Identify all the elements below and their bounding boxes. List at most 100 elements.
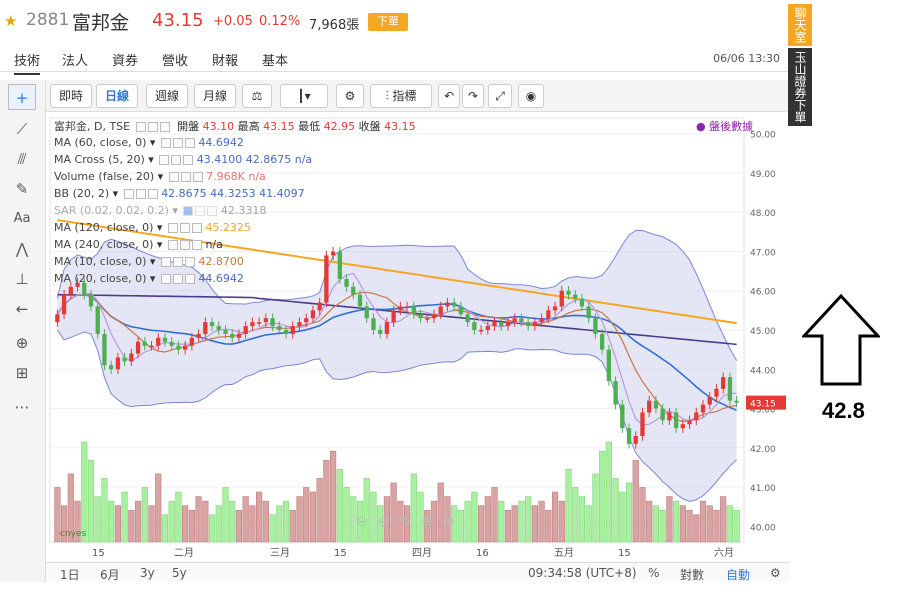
candle-body (182, 345, 188, 350)
bottom-settings-icon[interactable]: ⚙ (770, 566, 781, 580)
daily-button[interactable]: 日線 (96, 84, 138, 108)
order-button[interactable]: 下單 (368, 13, 408, 31)
zoom-in-chart-icon[interactable]: ⊕ (421, 514, 443, 530)
text-tool-icon[interactable]: Aa (13, 211, 31, 226)
chart-nav-controls[interactable]: ⊖⊖↻⊕⊕ (356, 514, 465, 530)
volume-bar (545, 509, 552, 543)
range-1d[interactable]: 1日 (60, 568, 80, 582)
volume-bar (101, 478, 108, 543)
indicator-sar[interactable]: SAR (0.02, 0.02, 0.2) ▾ 42.3318 (54, 204, 267, 217)
candle-body (687, 420, 692, 425)
indicator-ma240[interactable]: MA (240, close, 0) ▾ n/a (54, 238, 223, 251)
more-tools-icon[interactable]: ⋯ (14, 398, 30, 416)
zoom-out-icon[interactable]: ⊖ (377, 514, 400, 530)
indicator-ma-cross[interactable]: MA Cross (5, 20) ▾ 43.4100 42.8675 n/a (54, 153, 313, 166)
log-scale-toggle[interactable]: 對數 (680, 568, 705, 582)
tab-financials[interactable]: 財報 (212, 54, 239, 69)
candle-body (727, 377, 733, 401)
candle-body (270, 318, 275, 327)
candle-body (216, 326, 221, 330)
indicator-bb[interactable]: BB (20, 2) ▾ 42.8675 44.3253 41.4097 (54, 187, 305, 200)
volume-bar (256, 491, 263, 543)
candle-body (734, 400, 739, 403)
crosshair-icon[interactable]: + (8, 84, 36, 110)
y-tick-label: 50.00 (750, 131, 776, 141)
candle-body (223, 330, 228, 334)
indicator-ma60[interactable]: MA (60, close, 0) ▾ 44.6942 (54, 136, 244, 149)
volume-bar (612, 478, 619, 543)
candle-body (344, 278, 349, 287)
chart-type-icon[interactable]: ┃▾ (280, 84, 328, 108)
undo-icon[interactable]: ↶ (438, 84, 460, 108)
x-tick-label: 三月 (270, 547, 290, 559)
weekly-button[interactable]: 週線 (146, 84, 188, 108)
camera-icon[interactable]: ◉ (518, 84, 544, 108)
range-6m[interactable]: 6月 (100, 568, 120, 582)
indicator-ma20[interactable]: MA (20, close, 0) ▾ 44.6942 (54, 272, 244, 285)
indicator-ma10[interactable]: MA (10, close, 0) ▾ 42.8700 (54, 255, 244, 268)
quote-datetime: 06/06 13:30 (713, 52, 780, 65)
candle-body (149, 345, 154, 348)
indicators-icon: ⫶ (385, 89, 393, 103)
indicators-button[interactable]: ⫶ 指標 (370, 84, 432, 108)
tab-margin[interactable]: 資券 (112, 54, 139, 69)
y-tick-label: 44.00 (750, 366, 776, 376)
fib-tool-icon[interactable]: ⫻ (17, 150, 27, 168)
zoom-in-icon[interactable]: ⊕ (15, 334, 29, 352)
candle-body (525, 322, 531, 327)
volume-bar (195, 496, 202, 543)
indicator-ma120[interactable]: MA (120, close, 0) ▾ 45.2325 (54, 221, 251, 234)
volume-bar (713, 509, 720, 543)
candle-body (452, 302, 457, 307)
intraday-button[interactable]: 即時 (50, 84, 92, 108)
tab-revenue[interactable]: 營收 (162, 54, 189, 69)
settings-gear-icon[interactable]: ⚙ (336, 84, 364, 108)
pattern-tool-icon[interactable]: ⋀ (15, 240, 29, 258)
price-chart[interactable]: 50.00 49.00 48.00 47.00 46.00 45.00 44.00 43.00… (46, 112, 790, 564)
drawing-tools-sidebar: + ⟋ ⫻ ✎ Aa ⋀ ⊥ ← ⊕ ⊞ ⋯ (0, 80, 46, 582)
candle-body (209, 322, 215, 327)
chat-room-button[interactable]: 聊天室 (788, 4, 812, 46)
low-value: 42.95 (323, 120, 356, 133)
volume-bar (296, 496, 303, 543)
last-price-label: 43.15 (750, 400, 776, 410)
brush-icon[interactable]: ✎ (15, 180, 29, 198)
y-tick-label: 46.00 (750, 288, 776, 298)
volume-bar (585, 505, 592, 543)
scroll-right-icon[interactable]: ⊕ (442, 514, 465, 530)
trend-line-icon[interactable]: ⟋ (16, 120, 28, 138)
redo-icon[interactable]: ↷ (462, 84, 484, 108)
favorite-star-icon[interactable]: ★ (4, 12, 18, 30)
after-hours-data[interactable]: ● 盤後數據 (696, 120, 754, 133)
candle-body (519, 318, 524, 323)
monthly-button[interactable]: 月線 (194, 84, 236, 108)
broker-order-button[interactable]: 玉山證券下單 (788, 48, 812, 126)
measure-tool-icon[interactable]: ⊥ (15, 270, 29, 288)
compare-scale-icon[interactable]: ⚖ (242, 84, 272, 108)
indicator-volume[interactable]: Volume (false, 20) ▾ 7.968K n/a (54, 170, 266, 183)
range-3y[interactable]: 3y (140, 566, 155, 580)
range-5y[interactable]: 5y (172, 566, 187, 580)
ruler-icon[interactable]: ⊞ (15, 364, 29, 382)
indicator-value: 42.8675 44.3253 41.4097 (161, 187, 305, 200)
volume-bar (491, 487, 498, 543)
volume-bar (619, 491, 626, 543)
tab-basic[interactable]: 基本 (262, 54, 289, 69)
candle-body (593, 318, 598, 334)
volume-bar (720, 496, 727, 543)
arrow-left-icon[interactable]: ← (15, 300, 29, 318)
candle-body (673, 412, 679, 429)
volume-bar (457, 509, 464, 543)
candle-body (290, 326, 295, 334)
fullscreen-icon[interactable]: ⤢ (488, 84, 512, 108)
auto-scale-toggle[interactable]: 自動 (726, 568, 751, 582)
scroll-left-icon[interactable]: ⊖ (356, 514, 378, 530)
candle-body (384, 322, 390, 334)
tab-technical[interactable]: 技術 (14, 50, 41, 75)
percent-toggle[interactable]: % (648, 566, 660, 580)
volume-bar (74, 500, 81, 543)
volume-bar (161, 514, 169, 543)
candle-body (324, 255, 329, 303)
reset-zoom-icon[interactable]: ↻ (399, 514, 422, 530)
tab-institutional[interactable]: 法人 (62, 54, 89, 69)
